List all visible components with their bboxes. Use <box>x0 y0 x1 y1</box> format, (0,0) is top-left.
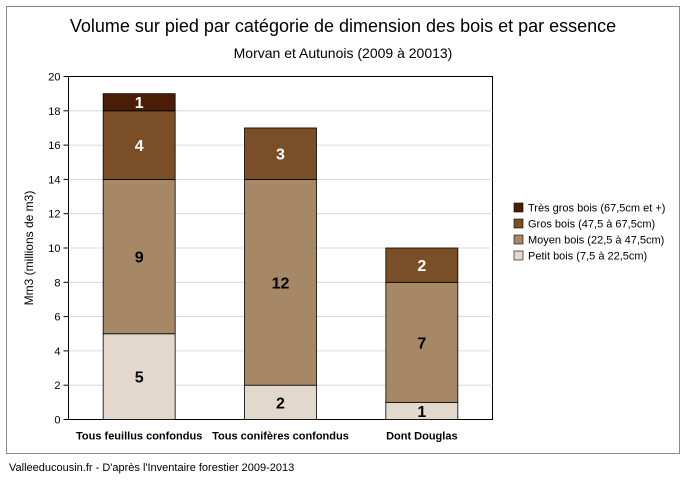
data-label: 9 <box>135 250 144 267</box>
data-label: 7 <box>417 335 426 352</box>
x-axis-categories: Tous feuillus confondus Tous conifères co… <box>76 431 458 443</box>
legend-swatch <box>513 234 524 245</box>
x-category-label: Tous feuillus confondus <box>76 431 202 443</box>
x-category-label: Tous conifères confondus <box>212 431 349 443</box>
bar-segment <box>244 178 317 386</box>
chart-title: Volume sur pied par catégorie de dimensi… <box>70 16 616 36</box>
legend-label: Gros bois (47,5 à 67,5cm) <box>528 219 655 231</box>
y-tick-label: 4 <box>54 346 60 358</box>
data-label: 1 <box>135 95 144 112</box>
legend-label: Très gros bois (67,5cm et +) <box>528 203 665 215</box>
y-tick-label: 12 <box>48 209 60 221</box>
legend: Très gros bois (67,5cm et +) Gros bois (4… <box>513 202 665 263</box>
data-label: 3 <box>276 147 285 164</box>
y-tick-label: 0 <box>54 415 60 427</box>
legend-swatch <box>513 202 524 213</box>
data-label: 12 <box>272 275 290 292</box>
chart-subtitle: Morvan et Autunois (2009 à 20013) <box>234 45 453 61</box>
data-label: 2 <box>417 258 426 275</box>
y-tick-label: 2 <box>54 380 60 392</box>
y-tick-label: 14 <box>48 174 60 186</box>
legend-label: Moyen bois (22,5 à 47,5cm) <box>528 235 664 247</box>
bar-segment <box>385 281 459 403</box>
y-axis-ticks: 0 2 4 6 8 10 12 14 16 18 20 <box>48 72 69 427</box>
data-label: 4 <box>135 138 144 155</box>
x-category-label: Dont Douglas <box>386 431 458 443</box>
y-tick-label: 16 <box>48 140 60 152</box>
y-tick-label: 6 <box>54 312 60 324</box>
data-label: 2 <box>276 395 285 412</box>
legend-swatch <box>513 218 524 229</box>
y-tick-label: 20 <box>48 72 60 84</box>
y-tick-label: 8 <box>54 277 60 289</box>
y-tick-label: 10 <box>48 243 60 255</box>
bar-segment <box>102 333 176 420</box>
legend-swatch <box>513 250 524 261</box>
y-tick-label: 18 <box>48 106 60 118</box>
footer-credit: Valleeducousin.fr - D'après l'Inventaire… <box>9 462 294 474</box>
bar-segment <box>244 127 317 180</box>
data-label: 1 <box>417 404 426 421</box>
legend-label: Petit bois (7,5 à 22,5cm) <box>528 251 647 263</box>
bar-segment <box>385 247 459 283</box>
y-axis-label: Mm3 (millions de m3) <box>22 191 36 306</box>
bar-segment <box>102 93 176 112</box>
data-label: 5 <box>135 370 144 387</box>
bar-segment <box>102 110 176 180</box>
